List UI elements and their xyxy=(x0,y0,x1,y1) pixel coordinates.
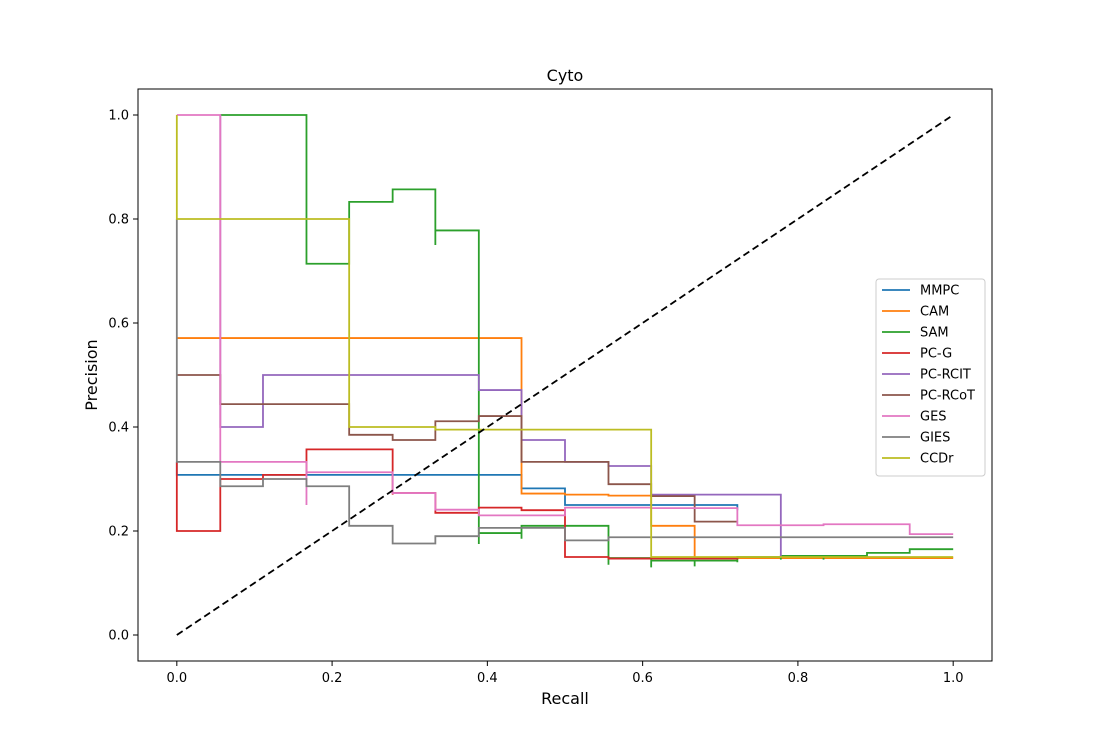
y-tick-label: 0.8 xyxy=(108,213,129,228)
reference-layer xyxy=(176,114,954,636)
y-tick-label: 0.6 xyxy=(108,317,129,332)
x-tick-label: 0.0 xyxy=(166,671,187,686)
legend-label-sam: SAM xyxy=(920,326,949,341)
series-line-ccdr xyxy=(175,115,954,558)
series-line-gies xyxy=(175,219,954,545)
y-tick-label: 0.0 xyxy=(108,629,129,644)
y-tick-label: 0.4 xyxy=(108,421,129,436)
series-line-mmpc xyxy=(175,461,739,511)
series-layer xyxy=(175,114,954,568)
legend-label-ccdr: CCDr xyxy=(920,452,954,467)
x-tick-label: 0.8 xyxy=(788,671,809,686)
diagonal-reference-line xyxy=(176,114,954,636)
chart-title: Cyto xyxy=(547,66,584,85)
plot-area xyxy=(175,114,954,636)
legend-label-gies: GIES xyxy=(920,431,950,446)
legend-label-cam: CAM xyxy=(920,305,949,320)
y-tick-label: 1.0 xyxy=(108,109,129,124)
y-tick-label: 0.2 xyxy=(108,525,129,540)
plot-frame xyxy=(137,88,993,662)
legend-label-pc-rcot: PC-RCoT xyxy=(920,389,975,404)
legend: MMPC CAM SAM PC-G PC-RCIT PC-RCoT GES GIES CCDr xyxy=(875,278,986,477)
x-tick-label: 0.2 xyxy=(322,671,343,686)
x-axis: 0.0 0.2 0.4 0.6 0.8 1.0 xyxy=(166,661,964,686)
x-tick-label: 1.0 xyxy=(943,671,964,686)
series-line-ges xyxy=(176,114,954,536)
x-tick-label: 0.4 xyxy=(477,671,498,686)
x-axis-label: Recall xyxy=(541,689,589,708)
legend-label-ges: GES xyxy=(920,410,947,425)
legend-label-pc-g: PC-G xyxy=(920,347,952,362)
y-axis-label: Precision xyxy=(82,339,101,410)
legend-label-pc-rcit: PC-RCIT xyxy=(920,368,971,383)
x-tick-label: 0.6 xyxy=(632,671,653,686)
legend-box xyxy=(875,278,986,477)
series-line-cam xyxy=(176,337,954,559)
y-axis: 0.0 0.2 0.4 0.6 0.8 1.0 xyxy=(108,109,138,644)
legend-label-mmpc: MMPC xyxy=(920,284,959,299)
